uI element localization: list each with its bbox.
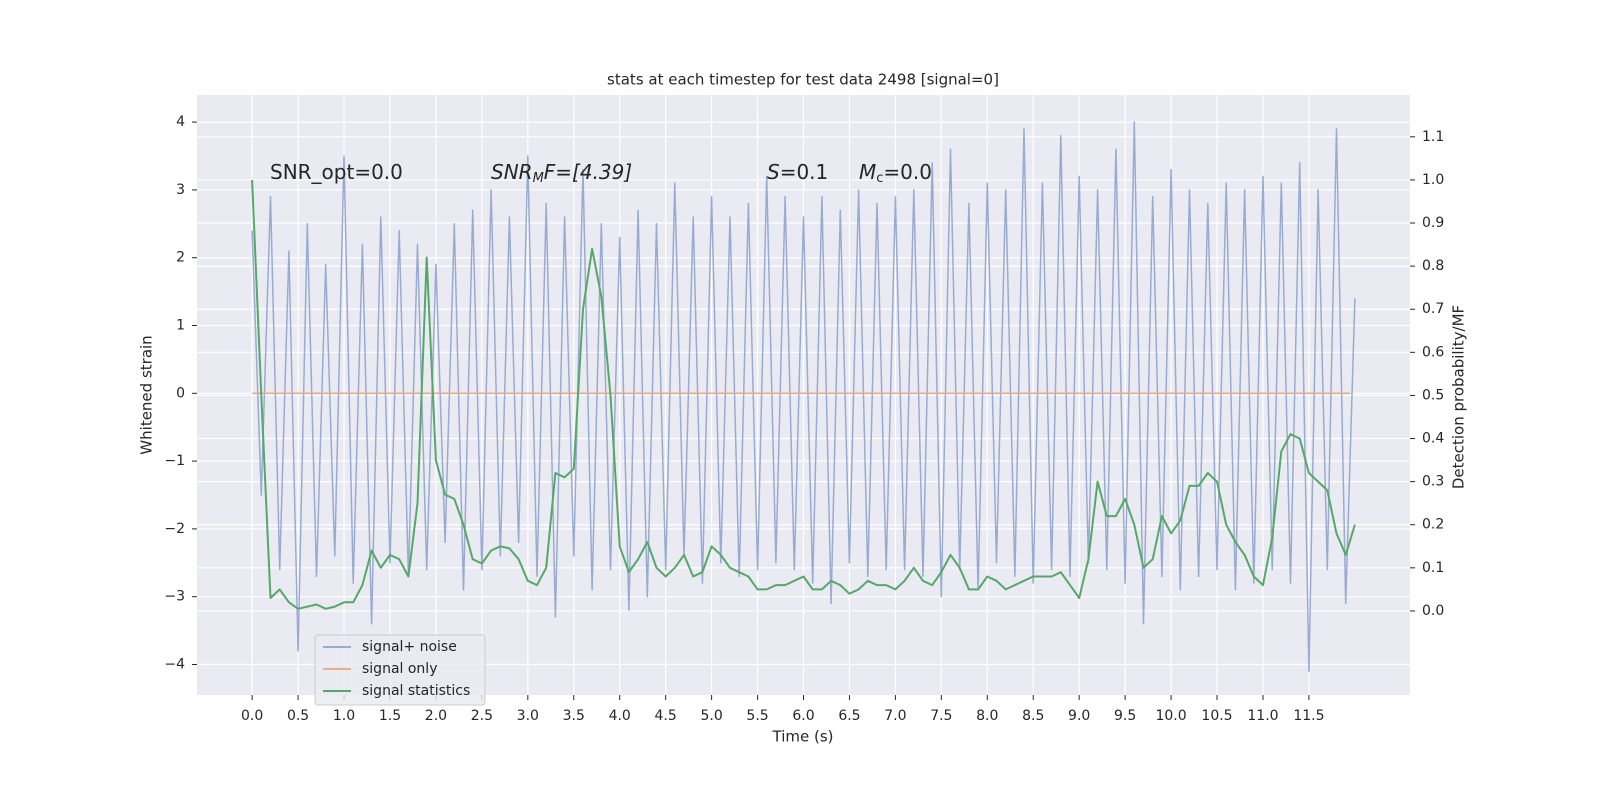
grid <box>197 95 1410 695</box>
x-tick-label: 1.0 <box>333 708 355 724</box>
annotation-part: =0.1 <box>780 160 829 184</box>
x-tick-label: 2.5 <box>471 708 493 724</box>
x-tick-label: 4.5 <box>655 708 677 724</box>
y-tick-label: 3 <box>176 182 185 198</box>
x-tick-label: 8.5 <box>1022 708 1044 724</box>
y-tick-label: −4 <box>164 656 185 672</box>
x-tick-label: 4.0 <box>609 708 631 724</box>
y2-tick-label: 0.8 <box>1422 258 1444 274</box>
y-tick-label: 0 <box>176 385 185 401</box>
annotation-part: =0.0 <box>883 160 932 184</box>
legend-label: signal+ noise <box>362 639 457 655</box>
x-tick-label: 3.0 <box>517 708 539 724</box>
legend-label: signal statistics <box>362 683 470 699</box>
series-line <box>251 121 1356 673</box>
annotation-part: F=[4.39] <box>544 160 632 184</box>
y2-tick-label: 0.7 <box>1422 301 1444 317</box>
x-tick-label: 3.5 <box>563 708 585 724</box>
y-tick-label: 4 <box>176 114 185 130</box>
series-line <box>251 179 1356 610</box>
annotation: Mc=0.0 <box>859 160 932 186</box>
y-tick-label: 2 <box>176 250 185 266</box>
x-tick-label: 1.5 <box>379 708 401 724</box>
y2-tick-label: 0.0 <box>1422 603 1444 619</box>
x-tick-label: 9.0 <box>1068 708 1090 724</box>
y2-tick-label: 0.1 <box>1422 560 1444 576</box>
x-tick-label: 11.0 <box>1247 708 1278 724</box>
legend-label: signal only <box>362 661 437 677</box>
annotation-part: M <box>859 160 876 184</box>
annotation: SNRMF=[4.39] <box>491 160 632 186</box>
x-tick-label: 6.5 <box>838 708 860 724</box>
x-tick-label: 5.0 <box>700 708 722 724</box>
annotation-part: c <box>876 171 883 186</box>
y2-tick-label: 0.3 <box>1422 474 1444 490</box>
y-tick-label: −2 <box>164 521 185 537</box>
y2-tick-label: 0.4 <box>1422 431 1444 447</box>
annotation: SNR_opt=0.0 <box>270 160 403 184</box>
y2-tick-label: 0.9 <box>1422 215 1444 231</box>
y2-tick-label: 0.5 <box>1422 387 1444 403</box>
y-tick-label: 1 <box>176 318 185 334</box>
x-tick-label: 10.0 <box>1155 708 1186 724</box>
y2-tick-label: 1.1 <box>1422 129 1444 145</box>
annotation: S=0.1 <box>767 160 828 184</box>
legend: signal+ noise signal only signal statistic… <box>314 634 486 706</box>
x-tick-label: 0.0 <box>241 708 263 724</box>
y2-axis-label: Detection probability/MF <box>1450 305 1468 489</box>
x-tick-label: 8.0 <box>976 708 998 724</box>
x-tick-label: 6.0 <box>792 708 814 724</box>
y-tick-label: −3 <box>164 589 185 605</box>
annotation-part: S <box>767 160 780 184</box>
annotation-part: M <box>533 171 544 186</box>
annotation-part: SNR_opt=0.0 <box>270 160 403 184</box>
y2-tick-label: 0.6 <box>1422 344 1444 360</box>
y-tick-label: −1 <box>164 453 185 469</box>
x-tick-label: 9.5 <box>1114 708 1136 724</box>
x-tick-label: 2.0 <box>425 708 447 724</box>
y2-tick-label: 1.0 <box>1422 172 1444 188</box>
annotation-part: SNR <box>491 160 533 184</box>
chart-title: stats at each timestep for test data 249… <box>607 71 999 89</box>
x-tick-label: 5.5 <box>746 708 768 724</box>
y2-tick-label: 0.2 <box>1422 517 1444 533</box>
x-axis-label: Time (s) <box>772 728 834 746</box>
legend-box <box>314 634 486 706</box>
x-tick-label: 11.5 <box>1293 708 1324 724</box>
x-tick-label: 10.5 <box>1201 708 1232 724</box>
x-tick-label: 7.5 <box>930 708 952 724</box>
x-tick-label: 7.0 <box>884 708 906 724</box>
x-tick-label: 0.5 <box>287 708 309 724</box>
y-axis-label: Whitened strain <box>138 335 156 454</box>
